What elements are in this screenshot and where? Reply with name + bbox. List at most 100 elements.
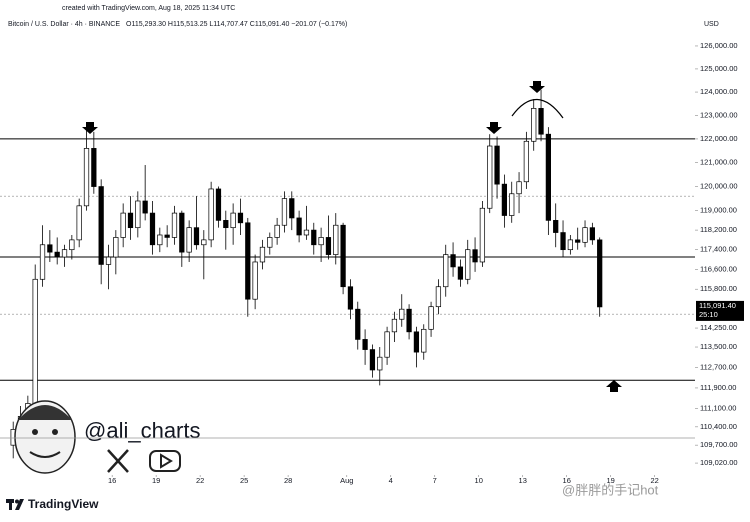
y-tick-label: 123,000.00 [700,110,738,119]
candle-body [355,308,361,340]
candle-body [333,224,339,255]
candle-body [274,224,280,238]
candle-body [325,237,332,255]
candle-body [567,239,573,251]
down-arrow [486,122,502,134]
candle-body [457,266,464,280]
candle-body [281,198,288,226]
y-tick-label: 117,400.00 [700,245,737,254]
y-tick-label: 126,000.00 [700,41,738,50]
candle-body [413,331,420,353]
candle-body [479,207,486,263]
x-tick-label: 19 [607,476,615,485]
candle-body [201,239,207,246]
candle-body [575,239,581,243]
x-tick-label: Aug [340,476,353,485]
y-tick-label: 120,000.00 [700,182,738,191]
candle-body [267,237,273,248]
candle-body [523,140,530,183]
candle-body [318,237,324,246]
youtube-icon [149,450,181,472]
price-tag [696,300,744,321]
symbol: Bitcoin / U.S. Dollar · 4h · BINANCE [8,21,120,28]
candle-body [98,186,104,265]
candle-body [377,356,383,371]
x-tick-label: 28 [284,476,292,485]
candle-body [384,331,390,358]
countdown: 25:10 [699,310,718,319]
candle-body [362,339,368,350]
y-tick-label: 118,200.00 [700,225,737,234]
x-tick-label: 22 [196,476,204,485]
y-tick-label: 115,800.00 [700,284,737,293]
x-tick-label: 16 [108,476,116,485]
candle-body [443,254,449,288]
candle-body [47,244,53,253]
candle-body [589,227,595,241]
y-tick-label: 122,000.00 [700,134,738,143]
repost-watermark: @胖胖的手记hot [562,482,659,497]
created-note: created with TradingView.com, Aug 18, 20… [62,5,235,12]
candle-body [531,108,537,142]
y-tick-label: 109,020.00 [700,458,738,467]
candle-body [545,133,551,221]
candle-body [289,198,295,219]
candle-body [560,232,566,251]
candle-body [340,224,346,288]
x-tick-label: 16 [563,476,571,485]
x-tick-label: 22 [651,476,659,485]
candle-body [164,234,170,238]
candle-body [149,212,156,246]
candle-body [171,212,178,238]
candle-body [399,308,405,320]
candle-body [428,306,434,330]
candle-body [61,249,68,258]
candle-body [465,249,471,280]
candle-body [179,212,185,253]
candle-body [259,246,266,263]
candle-body [435,286,442,308]
logo-mark [6,499,24,510]
y-tick-label: 111,900.00 [700,383,736,392]
candle-body [538,108,544,135]
x-tick-label: 13 [519,476,527,485]
candle-body [39,244,46,280]
logo: TradingView [28,497,99,511]
candle-body [303,229,310,236]
candle-body [157,234,163,246]
candle-body [223,220,229,229]
y-tick-label: 114,250.00 [700,323,737,332]
y-tick-label: 109,700.00 [700,440,738,449]
annotations [82,81,622,392]
avatar [14,400,76,474]
y-tick-label: 116,600.00 [700,264,737,273]
x-tick-label: 25 [240,476,248,485]
candle-body [582,227,588,243]
candle-body [406,308,412,333]
candle-body [450,254,456,268]
candle-body [54,251,60,258]
candle-body [509,193,515,216]
up-arrow [606,380,622,392]
y-tick-label: 110,400.00 [700,422,737,431]
candle-body [83,148,90,207]
ohlc-header: O115,293.30 H115,513.25 L114,707.47 C115… [126,21,347,28]
down-arrow [529,81,545,93]
y-tick-label: 125,000.00 [700,64,738,73]
price-tag-label: 115,091.40 [699,301,736,310]
youtube-play [160,453,173,469]
y-tick-label: 121,000.00 [700,158,738,167]
candle-body [230,212,236,229]
currency: USD [704,21,719,28]
y-tick-label: 111,100.00 [700,404,736,413]
candle-body [494,145,500,185]
y-tick-label: 112,700.00 [700,362,737,371]
candle-body [252,261,258,300]
candle-body [69,239,75,251]
plot: 126,000.00 125,000.00 124,000.00 123,000.00… [0,41,744,485]
candle-body [237,212,244,224]
candle-body [553,220,559,233]
candle-body [76,205,82,241]
candle-body [120,212,126,238]
